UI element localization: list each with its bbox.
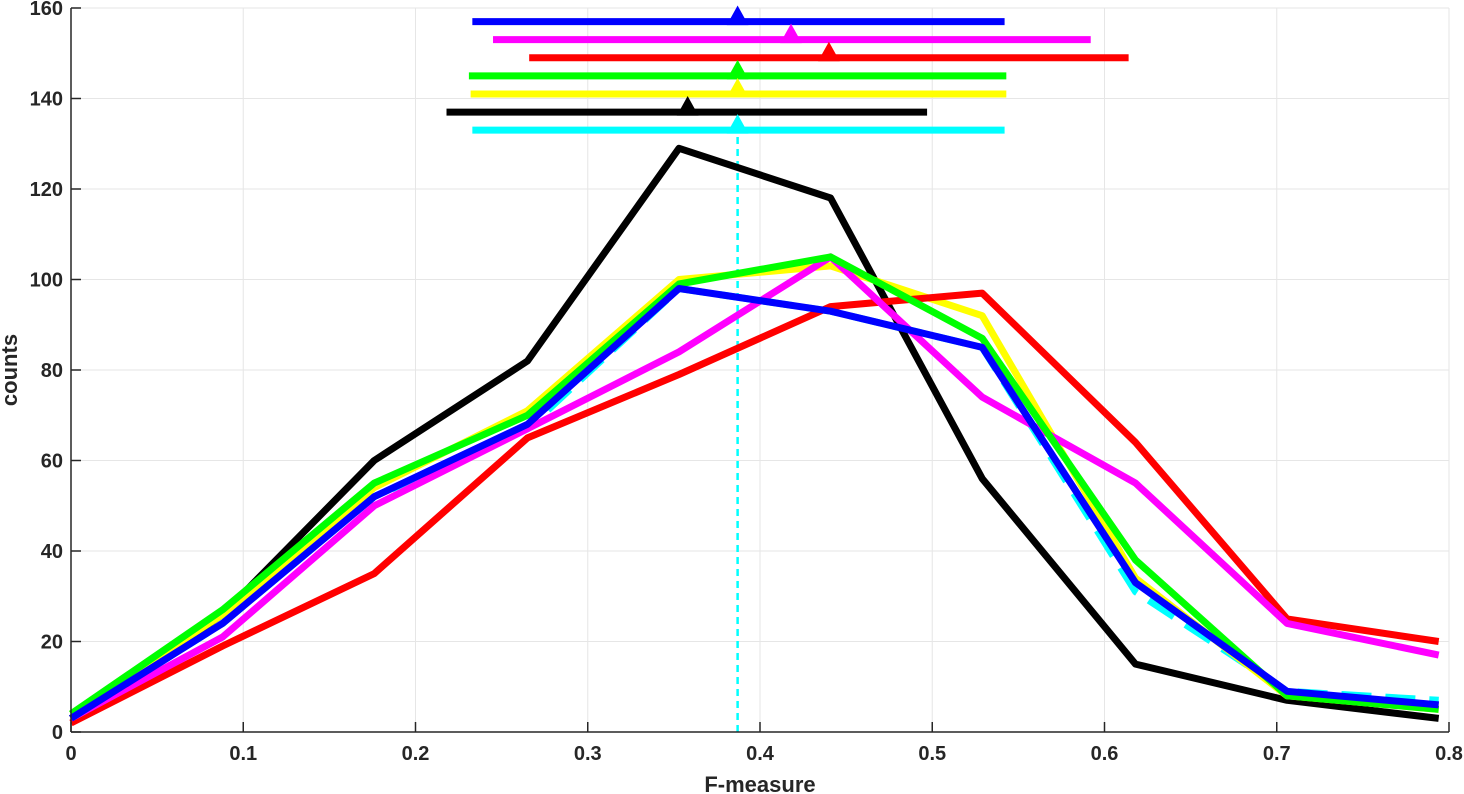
x-tick-label: 0.8	[1435, 743, 1463, 765]
x-tick-label: 0.7	[1263, 743, 1291, 765]
y-tick-label: 140	[30, 89, 63, 111]
interval-marker-black	[676, 96, 699, 116]
x-tick-label: 0.4	[746, 743, 775, 765]
series-line-black	[69, 144, 1440, 722]
y-tick-label: 120	[30, 179, 63, 201]
series-line-red	[69, 289, 1440, 727]
x-tick-label: 0	[65, 743, 76, 765]
interval-marker-yellow	[726, 77, 749, 98]
x-axis-title: F-measure	[704, 772, 815, 794]
y-tick-label: 80	[41, 360, 63, 382]
axes	[70, 7, 1450, 733]
y-tick-label: 0	[52, 722, 63, 744]
series-line-blue	[69, 285, 1440, 722]
x-tick-labels: 0 0.1 0.2 0.3 0.4 0.5 0.6 0.7 0.8	[65, 743, 1462, 765]
y-tick-label: 20	[41, 632, 63, 654]
x-tick-label: 0.6	[1091, 743, 1119, 765]
y-tick-label: 60	[41, 451, 63, 473]
interval-marker-red	[818, 41, 840, 62]
x-tick-label: 0.3	[574, 743, 602, 765]
x-tick-label: 0.2	[402, 743, 430, 765]
y-tick-label: 100	[30, 270, 63, 292]
interval-marker-cyan	[726, 114, 749, 134]
series-line-magenta	[69, 253, 1440, 722]
series-line-green	[69, 253, 1440, 717]
interval-marker-magenta	[780, 23, 802, 44]
y-tick-label: 40	[41, 541, 63, 563]
y-tick-label: 160	[30, 0, 63, 20]
series-lines	[69, 144, 1440, 727]
interval-bars	[446, 5, 1129, 134]
interval-marker-blue	[726, 5, 749, 26]
x-tick-label: 0.5	[918, 743, 946, 765]
y-tick-labels: 0 20 40 60 80 100 120 140 160	[30, 0, 63, 744]
y-axis-title: counts	[0, 334, 22, 406]
x-tick-label: 0.1	[229, 743, 257, 765]
